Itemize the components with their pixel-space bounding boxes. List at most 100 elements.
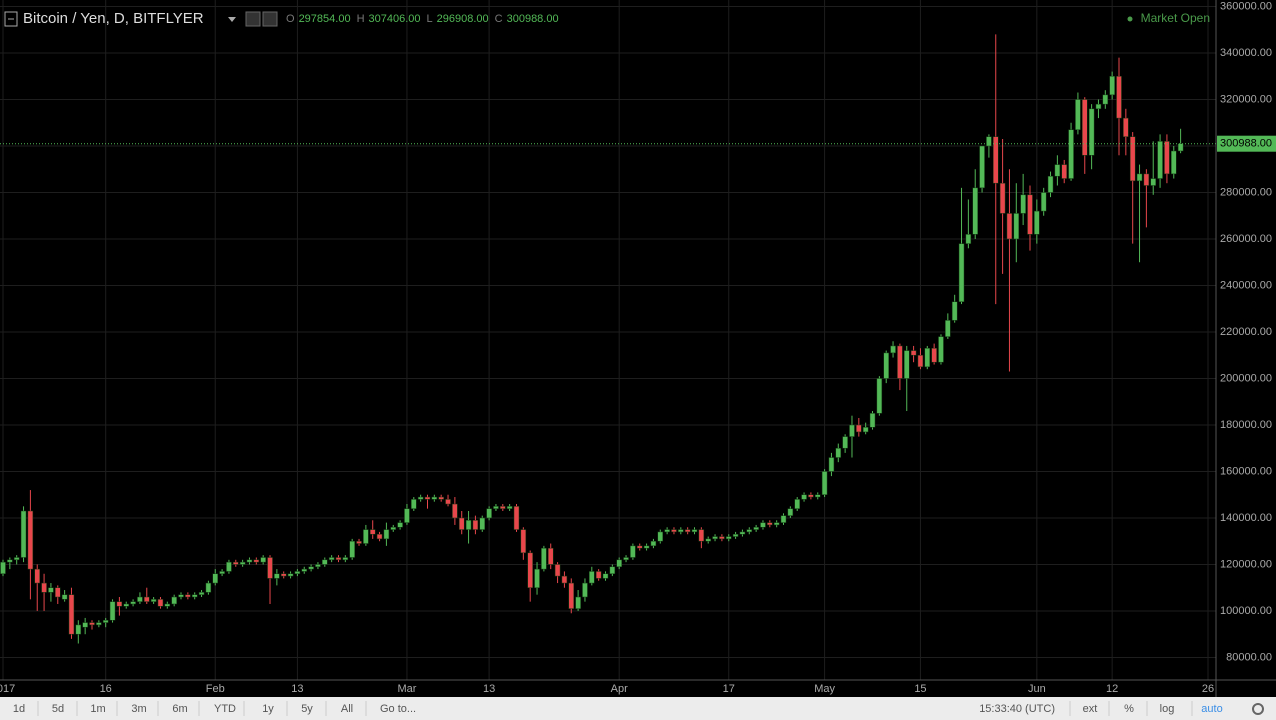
candle-body [1102, 94, 1109, 105]
y-tick-label: 140000.00 [1220, 512, 1272, 524]
candles [0, 34, 1184, 644]
settings-icon[interactable] [245, 11, 261, 27]
candle-body [986, 136, 992, 147]
candle-body [712, 536, 718, 540]
range-button[interactable]: 5d [52, 703, 64, 715]
candle-body [356, 540, 362, 544]
candle-body [506, 506, 513, 509]
range-button[interactable]: 1d [13, 703, 25, 715]
candle-body [1068, 129, 1074, 179]
candle-body [164, 603, 171, 607]
range-button[interactable]: All [341, 703, 353, 715]
x-tick-label: Mar [397, 683, 416, 695]
symbol-dropdown[interactable] [228, 17, 236, 22]
y-tick-label: 220000.00 [1220, 326, 1272, 338]
candle-body [363, 529, 369, 544]
candle-body [369, 529, 376, 535]
x-tick-label: 15 [914, 683, 926, 695]
option-button[interactable]: log [1160, 703, 1175, 715]
range-button[interactable]: YTD [214, 703, 236, 715]
candle-body [144, 596, 150, 602]
candle-body [13, 557, 20, 561]
candle-body [616, 559, 622, 568]
chart-title: Bitcoin / Yen, D, BITFLYER [23, 10, 204, 27]
option-button[interactable]: auto [1201, 703, 1222, 715]
candle-body [568, 582, 575, 609]
toolbar [0, 697, 1276, 720]
candle-body [719, 536, 725, 540]
candle-body [212, 573, 218, 584]
candle-body [342, 557, 349, 561]
x-tick-label: Feb [206, 683, 225, 695]
settings-gear[interactable] [1252, 703, 1264, 715]
candle-body [725, 536, 732, 540]
candle-body [1082, 99, 1088, 156]
candle-body [664, 529, 670, 533]
range-button[interactable]: 1y [262, 703, 274, 715]
candle-body [438, 496, 444, 500]
candle-body [821, 471, 828, 495]
candle-body [1109, 76, 1115, 96]
candle-body [917, 354, 924, 368]
candle-body [897, 345, 903, 379]
candle-body [404, 508, 410, 523]
candle-body [513, 506, 520, 530]
candle-body [1123, 117, 1129, 137]
candle-body [684, 529, 691, 533]
candle-body [1027, 194, 1033, 235]
candle-body [109, 601, 116, 621]
y-tick-label: 200000.00 [1220, 372, 1272, 384]
candle-body [493, 506, 499, 509]
option-button[interactable]: % [1124, 703, 1134, 715]
y-tick-label: 180000.00 [1220, 419, 1272, 431]
candle-body [68, 594, 75, 635]
candle-body [636, 545, 643, 549]
range-button[interactable]: 3m [131, 703, 146, 715]
candle-body [472, 520, 479, 530]
x-tick-label: 13 [291, 683, 303, 695]
option-button[interactable]: ext [1083, 703, 1098, 715]
toolbar-items: 1d 5d 1m 3m 6m YTD 1y 5y All Go to... 15:33:40 (UT… [13, 701, 1264, 716]
candle-body [157, 599, 164, 607]
candle-body [246, 559, 253, 563]
candle-body [349, 540, 355, 558]
candle-body [623, 557, 629, 561]
candle-body [445, 499, 451, 505]
status-dot [1127, 16, 1133, 22]
legend-key: C [495, 13, 503, 25]
candle-body [239, 561, 246, 565]
candle-body [397, 522, 403, 528]
x-tick-label: May [814, 683, 835, 695]
legend-key: H [357, 13, 365, 25]
candle-body [842, 436, 848, 449]
candle-body [541, 547, 547, 570]
candle-body [773, 522, 780, 526]
x-tick-label: 16 [100, 683, 112, 695]
candle-body [322, 559, 328, 565]
candle-body [452, 503, 458, 519]
candle-body [890, 345, 896, 354]
candle-body [753, 527, 759, 530]
range-button[interactable]: 6m [172, 703, 187, 715]
candle-body [1088, 108, 1095, 156]
candle-body [1129, 136, 1136, 182]
candle-body [547, 547, 554, 565]
candle-body [856, 424, 862, 433]
range-button[interactable]: 5y [301, 703, 313, 715]
y-tick-label: 80000.00 [1226, 651, 1272, 663]
candle-body [205, 582, 212, 593]
candle-body [1116, 76, 1122, 119]
candle-body [20, 510, 27, 558]
candle-body [116, 601, 123, 607]
range-button[interactable]: 1m [90, 703, 105, 715]
candle-body [657, 531, 664, 542]
goto-button[interactable]: Go to... [380, 703, 416, 715]
candle-body [34, 568, 40, 584]
compare-icon[interactable] [262, 11, 278, 27]
candle-body [465, 520, 472, 530]
x-tick-label: 12 [1106, 683, 1118, 695]
menu-icon[interactable] [4, 11, 18, 27]
